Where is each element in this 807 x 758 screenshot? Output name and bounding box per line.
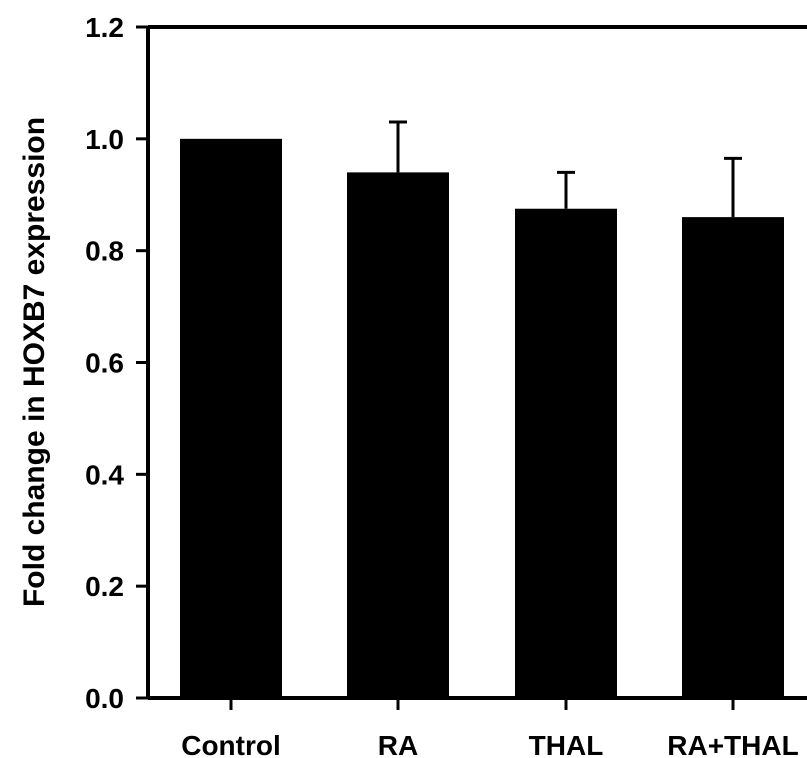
y-tick-label: 1.0 [85,124,124,155]
bar-ra [347,172,449,699]
x-tick-label: Control [181,730,281,758]
error-bars-group [389,120,742,218]
x-tick-label: RA [378,730,418,758]
y-ticks-group: 0.0 0.2 0.4 0.6 0.8 1.0 1.2 [85,12,148,714]
y-tick-label: 0.6 [85,348,124,379]
y-axis-label: Fold change in HOXB7 expression [18,117,51,607]
bars-group [180,138,784,699]
x-tick-label: THAL [529,730,604,758]
x-ticks-group: Control RA THAL RA+THAL [181,698,799,758]
bar-ra-thal [682,217,784,698]
y-tick-label: 0.4 [85,459,124,490]
y-tick-label: 0.8 [85,236,124,267]
y-tick-label: 0.2 [85,571,124,602]
bar-control [180,138,282,699]
bar-thal [515,208,617,698]
y-tick-label: 1.2 [85,12,124,43]
y-tick-label: 0.0 [85,683,124,714]
x-tick-label: RA+THAL [667,730,798,758]
